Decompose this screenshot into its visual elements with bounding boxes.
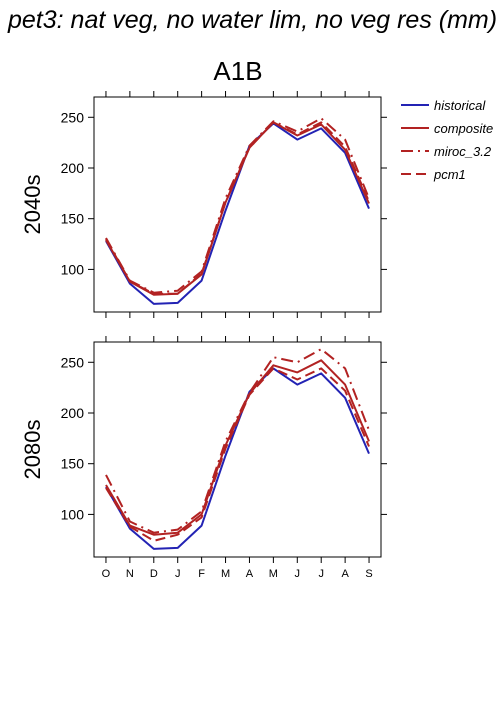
series-line-miroc-3-2 <box>105 117 370 294</box>
x-tick-label: O <box>102 568 111 580</box>
panels: 100 150 200 250 2040s 100 150 200 250 O N D J F M A M J J A… <box>20 91 387 580</box>
legend: historical composite miroc_3.2 pcm1 <box>401 98 493 182</box>
y-tick-label: 100 <box>61 261 85 277</box>
series-line-pcm1 <box>105 367 370 542</box>
x-tick-label: A <box>246 568 254 580</box>
x-tick-label: J <box>175 568 181 580</box>
y-tick-label: 200 <box>61 405 85 421</box>
panel-2040s: 100 150 200 250 2040s <box>20 91 387 318</box>
y-tick-label: 250 <box>61 354 85 370</box>
legend-label: composite <box>434 121 493 136</box>
x-tick-label: D <box>150 568 158 580</box>
legend-label: historical <box>434 98 486 113</box>
y-tick-label: 100 <box>61 506 85 522</box>
legend-label: pcm1 <box>433 167 466 182</box>
x-tick-label: S <box>365 568 372 580</box>
x-tick-label: A <box>341 568 349 580</box>
plot-frame <box>93 341 382 558</box>
y-tick-label: 150 <box>61 211 85 227</box>
x-tick-label: M <box>221 568 230 580</box>
series-line-pcm1 <box>105 121 370 295</box>
scenario-label: A1B <box>213 56 262 86</box>
legend-label: miroc_3.2 <box>434 144 492 159</box>
x-tick-label: F <box>198 568 205 580</box>
y-tick-label: 150 <box>61 456 85 472</box>
x-tick-label: M <box>269 568 278 580</box>
y-tick-label: 250 <box>61 109 85 125</box>
row-label: 2040s <box>20 175 45 235</box>
series-line-historical <box>105 367 370 550</box>
series-line-miroc-3-2 <box>105 348 370 534</box>
series-line-composite <box>105 359 370 536</box>
series-line-historical <box>105 122 370 305</box>
panel-2080s: 100 150 200 250 O N D J F M A M J J A S 2080s <box>20 336 387 580</box>
figure-title: pet3: nat veg, no water lim, no veg res … <box>7 6 497 34</box>
series-line-composite <box>105 121 370 296</box>
x-tick-label: J <box>295 568 301 580</box>
plot-frame <box>93 96 382 313</box>
x-tick-label: J <box>318 568 324 580</box>
y-tick-label: 200 <box>61 160 85 176</box>
x-tick-label: N <box>126 568 134 580</box>
row-label: 2080s <box>20 420 45 480</box>
